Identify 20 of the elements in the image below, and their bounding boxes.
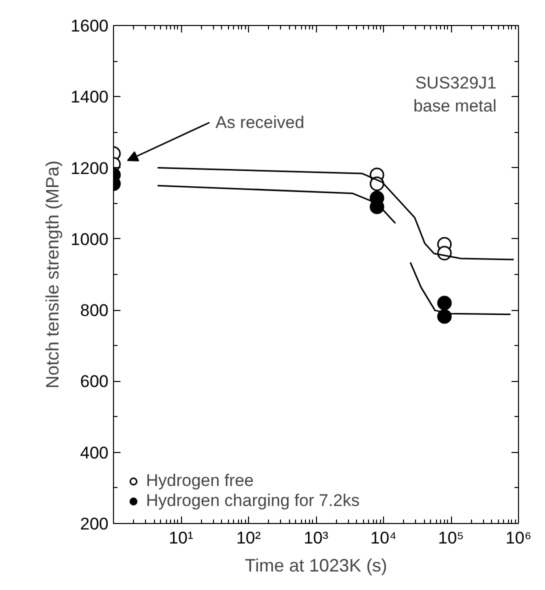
y-tick-label: 400	[80, 443, 109, 462]
x-tick-label: 10⁴	[370, 528, 397, 548]
annotation: SUS329J1 base metal	[413, 74, 497, 116]
x-tick-label: 10⁵	[438, 528, 464, 548]
legend-label: Hydrogen charging for 7.2ks	[146, 491, 360, 511]
x-tick-label: 10⁶	[506, 528, 532, 548]
y-axis-title: Notch tensile strength (MPa)	[42, 160, 63, 389]
annotation: As received	[216, 113, 304, 132]
legend-label: Hydrogen free	[146, 471, 254, 491]
y-tick-label: 1600	[70, 16, 109, 36]
y-tick-label: 200	[80, 514, 109, 534]
y-tick-label: 1400	[70, 88, 109, 107]
y-tick-label: 600	[80, 372, 109, 392]
y-tick-label: 1200	[70, 158, 109, 178]
x-tick-label: 10²	[236, 528, 262, 548]
y-tick-label: 800	[80, 301, 109, 320]
x-tick-label: 10³	[304, 528, 329, 548]
y-tick-label: 1000	[70, 230, 109, 249]
x-tick-label: 10¹	[168, 528, 194, 548]
x-axis-title: Time at 1023K (s)	[244, 556, 388, 576]
